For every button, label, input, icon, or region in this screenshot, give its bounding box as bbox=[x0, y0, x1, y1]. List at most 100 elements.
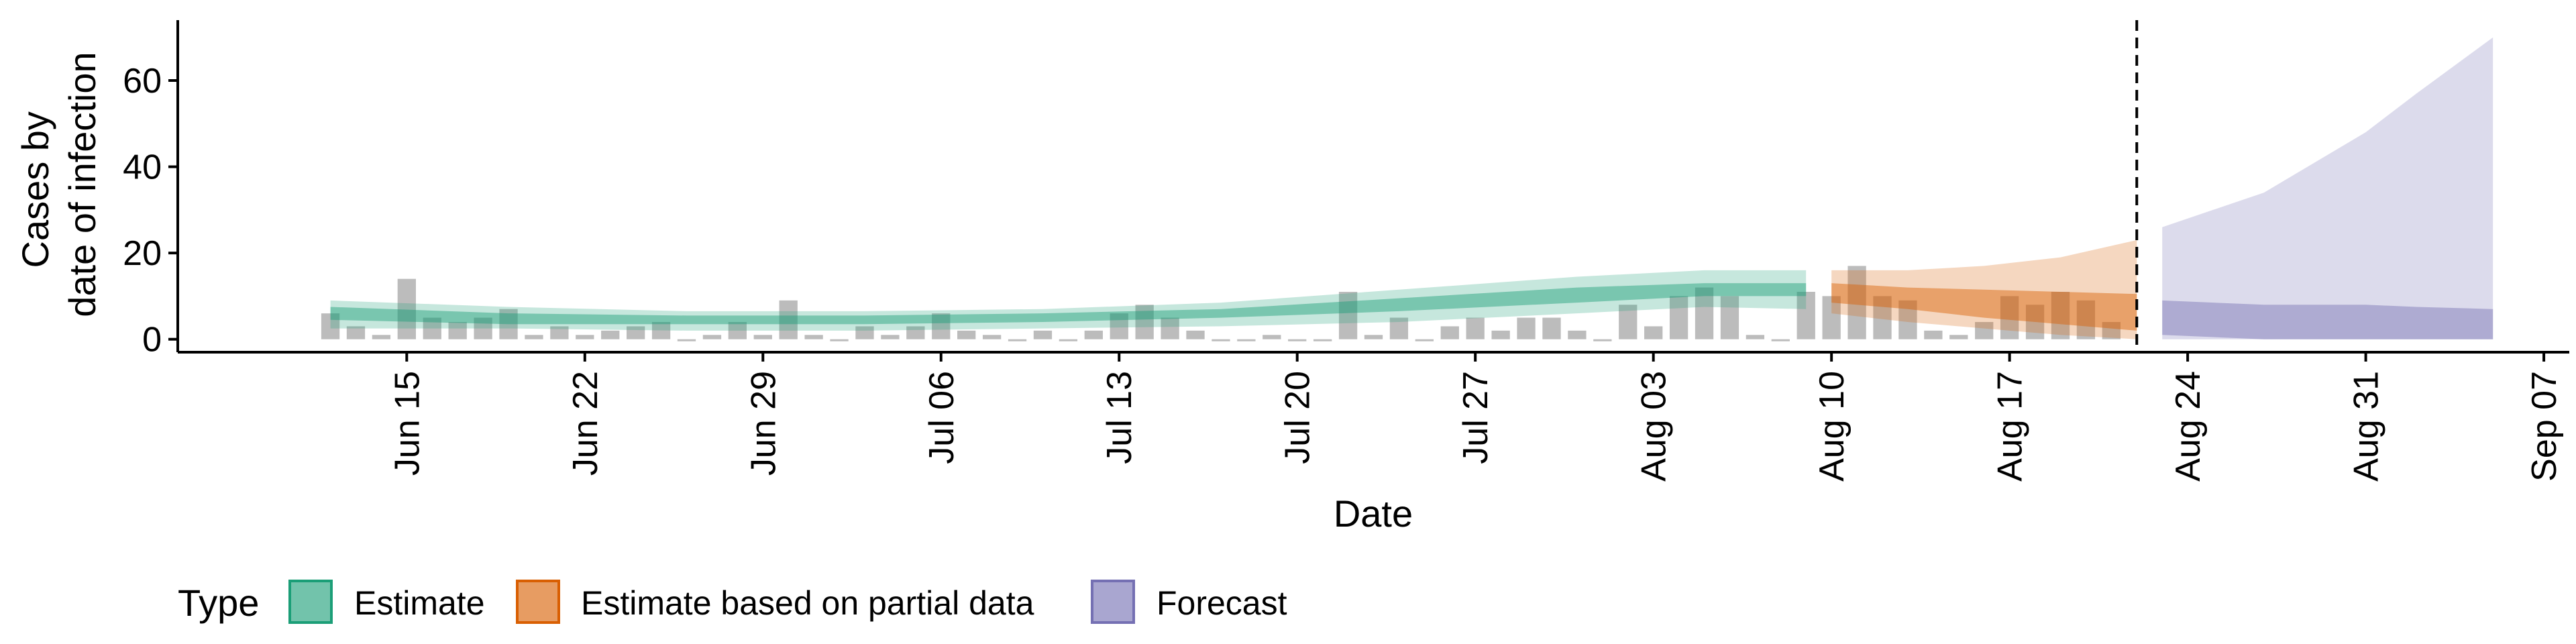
case-bar bbox=[728, 322, 747, 339]
case-bar bbox=[1949, 335, 1968, 339]
case-bar bbox=[550, 326, 569, 339]
case-bar bbox=[932, 313, 951, 339]
case-bar bbox=[601, 330, 620, 339]
x-tick-label: Jun 15 bbox=[388, 371, 427, 476]
case-bar bbox=[1008, 339, 1027, 341]
case-bar bbox=[830, 339, 849, 341]
case-bar bbox=[982, 335, 1002, 339]
case-bar bbox=[397, 278, 416, 339]
case-bar bbox=[321, 313, 340, 339]
axes bbox=[176, 20, 2569, 354]
case-bar bbox=[627, 326, 645, 339]
x-tick-label: Jul 06 bbox=[922, 371, 961, 464]
case-bar bbox=[1237, 339, 1256, 341]
case-bar bbox=[346, 326, 366, 339]
case-bar bbox=[1440, 326, 1459, 339]
case-bar bbox=[651, 322, 671, 339]
case-bar bbox=[1619, 305, 1638, 339]
case-bar bbox=[804, 335, 823, 339]
case-bar bbox=[1313, 339, 1332, 341]
case-bar bbox=[957, 330, 976, 339]
case-bar bbox=[1644, 326, 1663, 339]
case-bar bbox=[1288, 339, 1307, 341]
case-bar bbox=[1084, 330, 1103, 339]
case-bar bbox=[702, 335, 722, 339]
case-bar bbox=[1542, 317, 1561, 339]
case-bar bbox=[1924, 330, 1943, 339]
case-bar bbox=[1669, 296, 1688, 339]
observed-cases-bars bbox=[321, 266, 2121, 341]
x-ticks: Jun 15 Jun 22 Jun 29 Jul 06 Jul 13 Jul 20 Jul … bbox=[388, 352, 2564, 482]
case-bar bbox=[1796, 292, 1815, 339]
y-tick-label: 20 bbox=[123, 234, 162, 273]
y-axis-title-line-1: Cases by bbox=[14, 111, 56, 268]
y-tick-label: 60 bbox=[123, 62, 162, 101]
legend-label-partial: Estimate based on partial data bbox=[581, 584, 1034, 622]
legend: Type Estimate Estimate based on partial … bbox=[178, 580, 1287, 624]
y-tick-label: 40 bbox=[123, 148, 162, 187]
case-bar bbox=[1135, 305, 1154, 339]
case-bar bbox=[1263, 335, 1281, 339]
x-tick-label: Jul 27 bbox=[1456, 371, 1495, 464]
partial-estimate-band-inner bbox=[1831, 283, 2137, 331]
y-axis-title-line-2: date of infection bbox=[61, 52, 103, 317]
estimate-bands bbox=[330, 37, 2493, 339]
case-bar bbox=[1415, 339, 1434, 341]
case-bar bbox=[1720, 296, 1739, 339]
case-bar bbox=[1593, 339, 1612, 341]
estimate-band-outer bbox=[330, 270, 1807, 331]
case-bar bbox=[423, 317, 441, 339]
x-tick-label: Jul 13 bbox=[1100, 371, 1139, 464]
case-bar bbox=[1364, 335, 1383, 339]
case-bar bbox=[372, 335, 391, 339]
x-tick-label: Sep 07 bbox=[2525, 371, 2564, 482]
case-bar bbox=[474, 317, 492, 339]
legend-title: Type bbox=[178, 582, 259, 624]
case-bar bbox=[1898, 300, 1917, 339]
x-axis-title: Date bbox=[1334, 492, 1413, 535]
x-tick-label: Aug 17 bbox=[1991, 371, 2030, 482]
case-bar bbox=[1059, 339, 1078, 341]
case-bar bbox=[2025, 305, 2045, 339]
legend-swatch-partial bbox=[516, 580, 560, 624]
case-bar bbox=[2102, 322, 2121, 339]
legend-label-estimate: Estimate bbox=[354, 584, 485, 622]
legend-swatch-forecast bbox=[1091, 580, 1135, 624]
case-bar bbox=[1746, 335, 1765, 339]
case-bar bbox=[499, 309, 518, 339]
case-bar bbox=[906, 326, 925, 339]
case-bar bbox=[1873, 296, 1892, 339]
case-bar bbox=[1110, 313, 1128, 339]
case-bar bbox=[881, 335, 900, 339]
case-bar bbox=[1212, 339, 1230, 341]
case-bar bbox=[525, 335, 543, 339]
x-tick-label: Aug 24 bbox=[2169, 371, 2208, 482]
case-bar bbox=[1771, 339, 1790, 341]
case-bar bbox=[1568, 330, 1587, 339]
case-bar bbox=[2051, 292, 2070, 339]
partial-estimate-band-outer bbox=[1831, 239, 2137, 339]
y-ticks: 0 20 40 60 bbox=[123, 62, 178, 360]
case-bar bbox=[1338, 292, 1358, 339]
forecast-band-outer bbox=[2162, 37, 2493, 339]
x-tick-label: Aug 10 bbox=[1813, 371, 1851, 482]
case-bar bbox=[855, 326, 874, 339]
case-bar bbox=[576, 335, 594, 339]
case-bar bbox=[1161, 317, 1179, 339]
case-bar bbox=[1033, 330, 1053, 339]
x-tick-label: Aug 03 bbox=[1635, 371, 1674, 482]
case-bar bbox=[677, 339, 696, 341]
case-bar bbox=[2076, 300, 2096, 339]
case-bar bbox=[1389, 317, 1409, 339]
case-bar bbox=[753, 335, 772, 339]
x-tick-label: Jun 29 bbox=[744, 371, 783, 476]
legend-label-forecast: Forecast bbox=[1157, 584, 1287, 622]
case-bar bbox=[1186, 330, 1205, 339]
x-tick-label: Aug 31 bbox=[2347, 371, 2386, 482]
case-bar bbox=[779, 300, 798, 339]
x-tick-label: Jul 20 bbox=[1279, 371, 1318, 464]
case-bar bbox=[1822, 296, 1841, 339]
forecast-band-inner bbox=[2162, 300, 2493, 339]
y-tick-label: 0 bbox=[142, 321, 162, 360]
